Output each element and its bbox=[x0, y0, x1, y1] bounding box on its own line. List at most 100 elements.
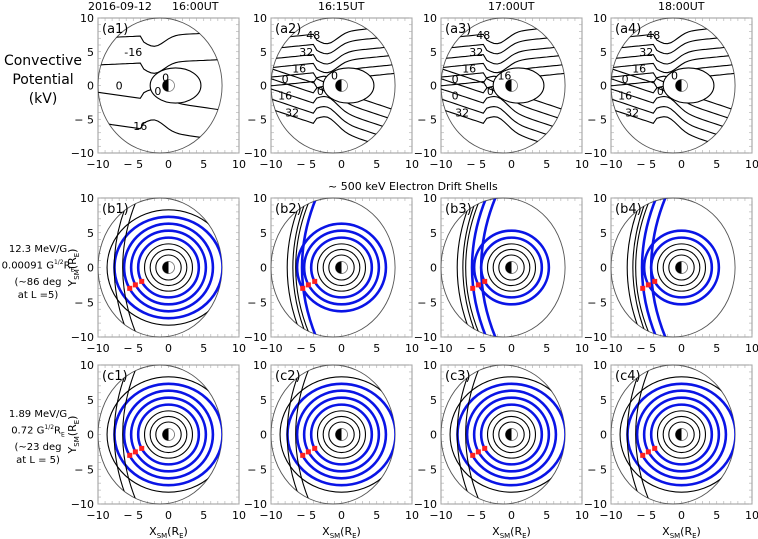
y-tick-label: −10 bbox=[244, 498, 267, 511]
y-tick-label: − 5 bbox=[587, 296, 607, 309]
x-tick-label: 0 bbox=[678, 342, 685, 355]
drift-contour bbox=[462, 198, 478, 337]
x-tick-label: 0 bbox=[678, 509, 685, 522]
drift-contour bbox=[122, 368, 137, 501]
drift-contour bbox=[328, 421, 355, 448]
y-tick-label: 5 bbox=[430, 394, 437, 407]
y-tick-label: −10 bbox=[71, 498, 94, 511]
time-label-4: 18:00UT bbox=[658, 0, 705, 13]
boundary bbox=[440, 197, 566, 338]
y-tick-label: −10 bbox=[244, 331, 267, 344]
contour-label: 32 bbox=[639, 46, 653, 59]
x-tick-label: − 5 bbox=[466, 509, 486, 522]
y-tick-label: − 5 bbox=[587, 463, 607, 476]
time-label-3: 17:00UT bbox=[488, 0, 535, 13]
y-tick-label: 5 bbox=[260, 394, 267, 407]
marker bbox=[652, 445, 658, 451]
y-tick-label: − 5 bbox=[417, 463, 437, 476]
marker bbox=[305, 449, 311, 455]
x-tick-label: 10 bbox=[232, 342, 246, 355]
marker bbox=[652, 278, 658, 284]
panel-b2: 10 5 0 − 5 −10−10 − 5 0 5 10 (b2) bbox=[244, 192, 419, 355]
potential-contour bbox=[97, 58, 223, 74]
drift-contour bbox=[498, 254, 525, 281]
x-tick-label: −10 bbox=[599, 509, 622, 522]
drift-contour bbox=[492, 415, 531, 454]
x-tick-label: 5 bbox=[543, 509, 550, 522]
drift-contour bbox=[635, 201, 650, 334]
y-tick-label: − 5 bbox=[247, 463, 267, 476]
drift-shell bbox=[472, 229, 551, 306]
drift-contour bbox=[122, 201, 137, 334]
x-tick-label: 10 bbox=[745, 509, 758, 522]
y-tick-label: 5 bbox=[430, 46, 437, 59]
drift-shell bbox=[649, 403, 714, 466]
x-tick-label: 5 bbox=[373, 342, 380, 355]
drift-shell bbox=[122, 389, 215, 480]
drift-shell bbox=[635, 389, 728, 480]
x-tick-label: 0 bbox=[165, 509, 172, 522]
marker bbox=[312, 278, 318, 284]
x-tick-label: 0 bbox=[165, 342, 172, 355]
drift-contour bbox=[295, 201, 310, 334]
marker bbox=[470, 452, 476, 458]
contour-label: 48 bbox=[646, 29, 660, 42]
y-tick-label: 0 bbox=[430, 80, 437, 93]
contour-label: 0 bbox=[162, 71, 169, 84]
drift-contour bbox=[456, 368, 472, 501]
x-tick-label: 0 bbox=[338, 509, 345, 522]
potential-contour bbox=[492, 67, 545, 104]
drift-contour bbox=[656, 410, 707, 459]
contour-label: 0 bbox=[671, 69, 678, 82]
marker bbox=[127, 285, 133, 291]
drift-shell bbox=[129, 229, 208, 306]
x-tick-label: 0 bbox=[678, 158, 685, 171]
drift-shell bbox=[136, 403, 201, 466]
drift-shell bbox=[295, 389, 388, 480]
boundary bbox=[97, 364, 223, 505]
y-tick-label: 5 bbox=[260, 227, 267, 240]
x-tick-label: 10 bbox=[575, 342, 589, 355]
y-tick-label: −10 bbox=[584, 147, 607, 160]
drift-contour bbox=[465, 201, 480, 334]
contour-label: 0 bbox=[622, 73, 629, 86]
x-tick-label: 0 bbox=[508, 158, 515, 171]
potential-contour bbox=[662, 67, 715, 104]
row-b-line3: (~86 deg bbox=[14, 277, 62, 289]
x-tick-label: 10 bbox=[405, 158, 419, 171]
panel-label: (b3) bbox=[445, 202, 472, 217]
potential-contour bbox=[441, 52, 566, 74]
x-tick-label: − 5 bbox=[636, 509, 656, 522]
y-tick-label: − 5 bbox=[74, 113, 94, 126]
drift-contour bbox=[295, 368, 310, 501]
x-tick-label: − 5 bbox=[466, 342, 486, 355]
x-tick-label: −10 bbox=[259, 158, 282, 171]
drift-shell bbox=[640, 198, 658, 337]
x-tick-label: 5 bbox=[373, 158, 380, 171]
drift-contour bbox=[155, 421, 182, 448]
x-axis-label: XSM(RE) bbox=[492, 525, 531, 539]
drift-contour bbox=[668, 254, 695, 281]
panel-c1: 10 5 0 − 5 −10−10 − 5 0 5 10 YSM(RE) (c1) XSM(RE) bbox=[66, 359, 246, 539]
drift-contour bbox=[619, 376, 736, 493]
y-tick-label: 10 bbox=[593, 359, 607, 372]
y-tick-label: 10 bbox=[253, 359, 267, 372]
y-tick-label: 5 bbox=[87, 46, 94, 59]
y-tick-label: 0 bbox=[260, 262, 267, 275]
y-tick-label: −10 bbox=[584, 498, 607, 511]
panel-label: (b4) bbox=[615, 202, 642, 217]
y-tick-label: 10 bbox=[80, 12, 94, 25]
section-title: ~ 500 keV Electron Drift Shells bbox=[328, 180, 498, 193]
drift-contour bbox=[662, 248, 701, 287]
drift-contour bbox=[113, 201, 129, 334]
y-tick-label: 5 bbox=[600, 46, 607, 59]
x-tick-label: 0 bbox=[338, 158, 345, 171]
y-tick-label: − 5 bbox=[74, 296, 94, 309]
y-tick-label: 10 bbox=[593, 12, 607, 25]
x-tick-label: 5 bbox=[543, 158, 550, 171]
contour-label: 32 bbox=[299, 46, 313, 59]
x-tick-label: − 5 bbox=[636, 342, 656, 355]
drift-shell bbox=[309, 403, 374, 466]
panel-label: (a4) bbox=[615, 22, 641, 37]
